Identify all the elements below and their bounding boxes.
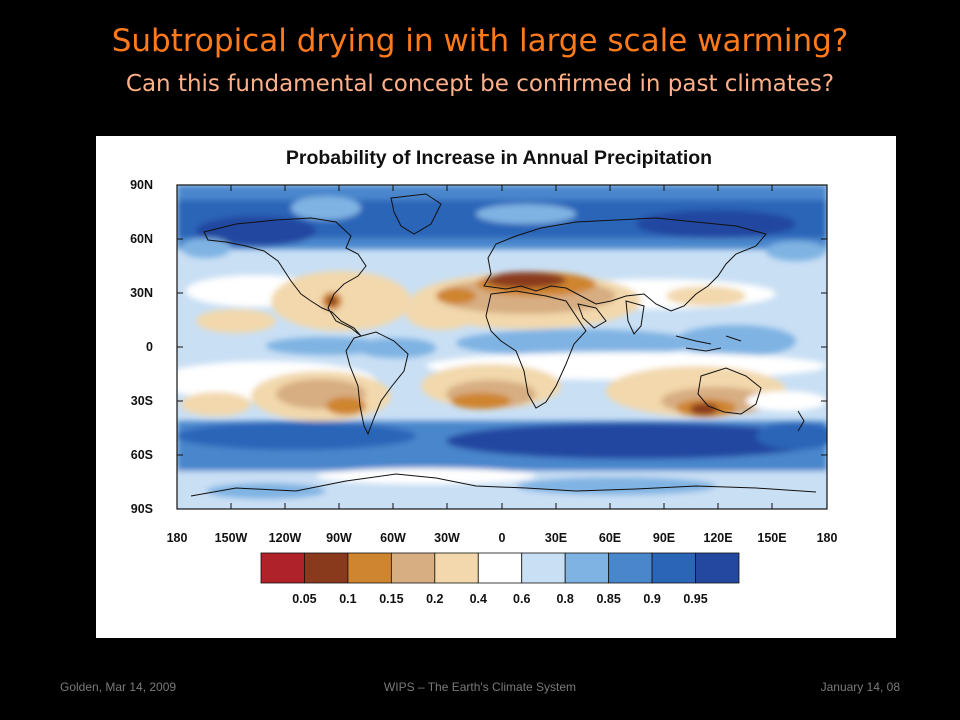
colorbar-swatch	[521, 552, 566, 584]
colorbar-label: 0.4	[470, 592, 487, 606]
colorbar: 0.05 0.1 0.15 0.2 0.4 0.6 0.8 0.85 0.9 0.95	[260, 552, 740, 606]
probability-field	[177, 185, 827, 509]
colorbar-swatch	[304, 552, 349, 584]
colorbar-label: 0.85	[596, 592, 620, 606]
colorbar-label: 0.2	[426, 592, 443, 606]
colorbar-label: 0.15	[379, 592, 403, 606]
footer-right: January 14, 08	[820, 680, 900, 694]
lon-label: 90W	[326, 531, 352, 545]
colorbar-label: 0.95	[683, 592, 707, 606]
figure-title: Probability of Increase in Annual Precip…	[286, 147, 712, 169]
lon-label: 60E	[599, 531, 621, 545]
colorbar-swatch	[608, 552, 653, 584]
lon-label: 120W	[269, 531, 302, 545]
lat-ticks	[177, 184, 827, 510]
colorbar-label: 0.6	[513, 592, 530, 606]
colorbar-swatch	[434, 552, 479, 584]
lat-label: 60N	[130, 232, 153, 246]
lon-labels: 180 150W 120W 90W 60W 30W 0 30E 60E 90E …	[167, 531, 838, 545]
slide-subtitle: Can this fundamental concept be confirme…	[125, 71, 835, 97]
footer-left: Golden, Mar 14, 2009	[60, 680, 177, 694]
colorbar-swatch	[347, 552, 392, 584]
colorbar-swatch	[260, 552, 305, 584]
slide-title: Subtropical drying in with large scale w…	[111, 23, 849, 59]
colorbar-label: 0.8	[556, 592, 573, 606]
lon-label: 30E	[545, 531, 567, 545]
colorbar-label: 0.9	[643, 592, 660, 606]
lat-labels: 90N 60N 30N 0 30S 60S 90S	[130, 178, 153, 516]
lon-label: 0	[499, 531, 506, 545]
lat-label: 90S	[131, 502, 153, 516]
lon-label: 150W	[215, 531, 248, 545]
footer-center: WIPS – The Earth's Climate System	[383, 680, 577, 694]
lon-label: 60W	[380, 531, 406, 545]
colorbar-swatch	[477, 552, 523, 584]
lon-label: 150E	[757, 531, 786, 545]
colorbar-swatch	[390, 552, 436, 584]
precipitation-map-figure: Probability of Increase in Annual Precip…	[96, 136, 896, 638]
lon-label: 120E	[703, 531, 732, 545]
lon-label: 90E	[653, 531, 675, 545]
colorbar-swatch	[564, 552, 610, 584]
coastlines	[190, 193, 817, 497]
lat-label: 60S	[131, 448, 153, 462]
lat-label: 0	[146, 340, 153, 354]
lon-label: 180	[167, 531, 188, 545]
colorbar-swatch	[695, 552, 740, 584]
lon-ticks	[176, 185, 828, 509]
lon-label: 180	[817, 531, 838, 545]
colorbar-label: 0.1	[339, 592, 356, 606]
map-svg: Probability of Increase in Annual Precip…	[130, 147, 838, 606]
colorbar-swatch	[651, 552, 696, 584]
colorbar-label: 0.05	[292, 592, 316, 606]
lat-label: 90N	[130, 178, 153, 192]
lat-label: 30N	[130, 286, 153, 300]
lon-label: 30W	[434, 531, 460, 545]
lat-label: 30S	[131, 394, 153, 408]
